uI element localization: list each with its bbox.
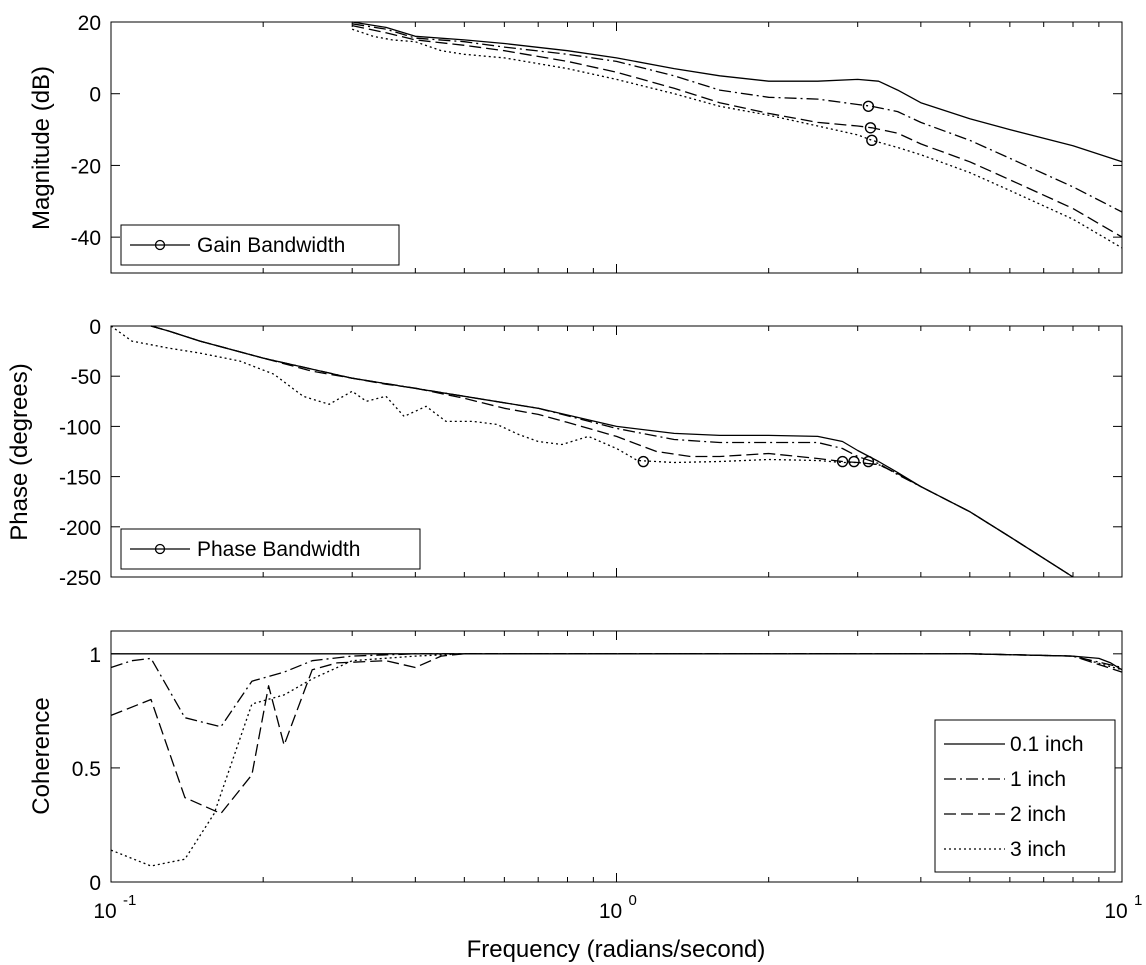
- legend-label-0-1-inch: 0.1 inch: [1010, 733, 1084, 756]
- gain-legend-label: Gain Bandwidth: [197, 234, 345, 257]
- legend-label-2-inch: 2 inch: [1010, 803, 1066, 826]
- series-line-dashed: [110, 653, 1123, 815]
- series-line-dotted: [351, 28, 1123, 249]
- gain-legend: Gain Bandwidth: [120, 224, 400, 266]
- coherence-series: [110, 653, 1123, 867]
- series-line-dashdot: [352, 23, 1123, 213]
- gain-legend-marker: [154, 239, 166, 251]
- x-tick-label: 10: [93, 900, 116, 923]
- x-tick-label-exponent: -1: [123, 892, 136, 909]
- y-tick-label: -100: [59, 416, 101, 439]
- x-tick-label: 10: [1104, 900, 1127, 923]
- phase-panel: 0 -50 -100 -150 -200 -250 Phase (degrees) Pha…: [6, 316, 1123, 590]
- magnitude-ylabel: Magnitude (dB): [28, 66, 55, 230]
- bandwidth-marker: [864, 122, 877, 134]
- y-tick-label: -200: [59, 517, 101, 540]
- bandwidth-marker: [866, 134, 878, 147]
- frequency-xlabel: Frequency (radians/second): [467, 936, 766, 963]
- coherence-ylabel: Coherence: [28, 697, 55, 814]
- y-tick-label: -20: [71, 155, 101, 178]
- y-tick-label: -40: [71, 227, 101, 250]
- phase-ylabel: Phase (degrees): [6, 363, 33, 540]
- y-tick-label: -50: [71, 366, 101, 389]
- x-tick-label-exponent: 0: [629, 892, 637, 909]
- phase-series: [110, 325, 1074, 578]
- series-line-dashed: [352, 24, 1123, 238]
- phase-legend-label: Phase Bandwidth: [197, 538, 360, 561]
- y-tick-label: 20: [78, 12, 101, 35]
- y-tick-label: 0: [89, 316, 101, 339]
- x-tick-label: 10: [599, 900, 622, 923]
- bandwidth-marker: [862, 455, 875, 468]
- magnitude-axis-ticks: 20 0 -20 -40: [71, 12, 1123, 273]
- y-tick-label: 1: [89, 644, 101, 667]
- legend-label-3-inch: 3 inch: [1010, 838, 1066, 861]
- bandwidth-marker: [862, 100, 875, 112]
- coherence-panel: 1 0.5 0 10 -1 10 0 10 1 Coherence Frequency (rad…: [28, 630, 1142, 963]
- magnitude-series: [351, 21, 1123, 249]
- bandwidth-marker: [836, 455, 849, 468]
- y-tick-label: 0: [89, 84, 101, 107]
- y-tick-label: 0.5: [72, 758, 101, 781]
- phase-axis-ticks: 0 -50 -100 -150 -200 -250: [59, 316, 1123, 590]
- legend-label-1-inch: 1 inch: [1010, 768, 1066, 791]
- series-legend: 0.1 inch 1 inch 2 inch 3 inch: [934, 719, 1116, 873]
- series-line-solid: [352, 21, 1123, 163]
- y-tick-label: -150: [59, 467, 101, 490]
- series-legend-box: [934, 719, 1116, 873]
- y-tick-label: 0: [89, 872, 101, 895]
- x-tick-label-exponent: 1: [1134, 892, 1142, 909]
- series-line-dotted: [110, 653, 1123, 867]
- bandwidth-marker: [848, 455, 860, 468]
- coherence-axis-ticks: 1 0.5 0 10 -1 10 0 10 1: [72, 631, 1142, 923]
- series-line-dashdot: [150, 325, 1074, 578]
- phase-legend: Phase Bandwidth: [120, 528, 421, 570]
- bandwidth-marker: [637, 455, 650, 468]
- series-line-dashed: [150, 325, 1074, 578]
- magnitude-panel: 20 0 -20 -40 Magnitude (dB) Gain Bandwidth: [28, 12, 1123, 274]
- phase-legend-marker: [154, 543, 166, 555]
- y-tick-label: -250: [59, 567, 101, 590]
